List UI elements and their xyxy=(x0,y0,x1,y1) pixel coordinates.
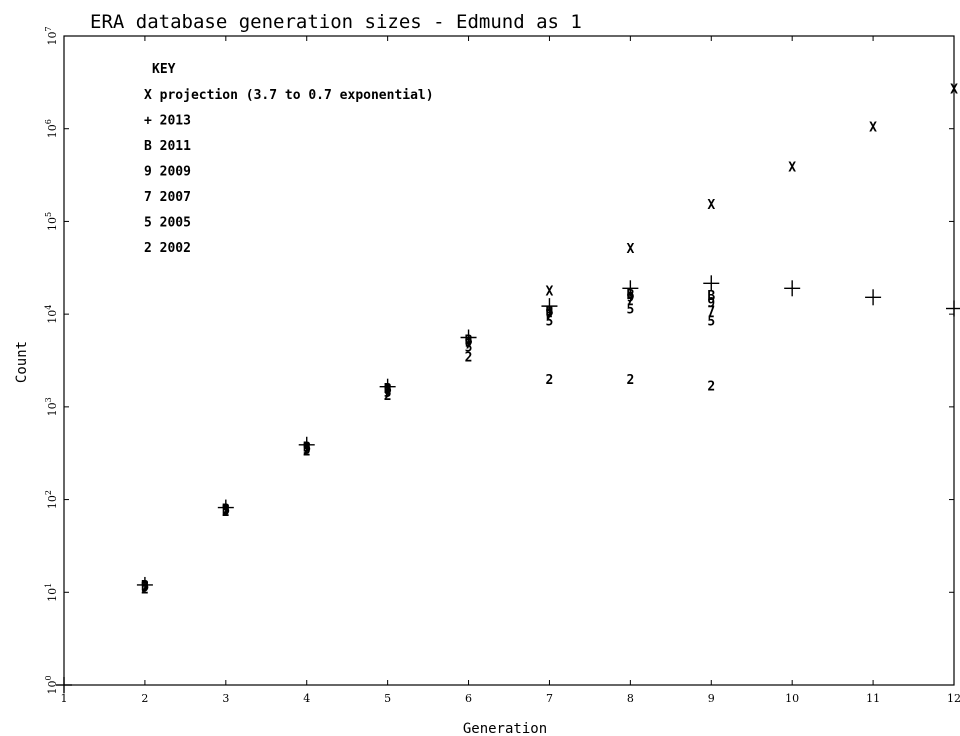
point-2011: B xyxy=(222,503,230,518)
point-2011: B xyxy=(303,440,311,455)
point-2011: B xyxy=(546,304,554,319)
point-2009: 9 xyxy=(626,290,634,305)
point-2013 xyxy=(703,275,720,292)
legend-item: B 2011 xyxy=(144,139,191,154)
point-projection: X xyxy=(869,121,877,136)
legend-item: + 2013 xyxy=(144,114,191,129)
point-2005: 5 xyxy=(141,581,149,596)
point-2013 xyxy=(136,576,153,593)
point-projection: X xyxy=(950,83,958,98)
point-2005: 5 xyxy=(707,315,715,330)
point-2007: 7 xyxy=(303,442,311,457)
point-2007: 7 xyxy=(222,504,230,519)
y-tick-label: 103 xyxy=(44,397,59,416)
y-tick-label: 101 xyxy=(44,583,59,602)
point-2002: 2 xyxy=(222,505,230,520)
point-2007: 7 xyxy=(546,308,554,323)
point-2007: 7 xyxy=(384,385,392,400)
x-tick-label: 8 xyxy=(627,692,634,705)
point-2002: 2 xyxy=(546,373,554,388)
y-tick-label: 102 xyxy=(44,490,59,509)
x-tick-label: 12 xyxy=(947,692,960,705)
point-2013 xyxy=(622,280,639,297)
point-2007: 7 xyxy=(626,293,634,308)
legend-item: 2 2002 xyxy=(144,241,191,256)
x-tick-label: 11 xyxy=(866,692,880,705)
point-2002: 2 xyxy=(384,389,392,404)
point-2007: 7 xyxy=(465,338,473,353)
point-2007: 7 xyxy=(141,581,149,596)
x-tick-label: 9 xyxy=(708,692,715,705)
point-2011: B xyxy=(141,579,149,594)
point-2013 xyxy=(865,289,882,306)
point-projection: X xyxy=(546,284,554,299)
point-2011: B xyxy=(465,334,473,349)
point-2005: 5 xyxy=(303,443,311,458)
point-2011: B xyxy=(707,289,715,304)
x-tick-label: 1 xyxy=(61,692,68,705)
x-tick-label: 7 xyxy=(546,692,553,705)
point-2009: 9 xyxy=(707,296,715,311)
point-2002: 2 xyxy=(465,350,473,365)
point-2009: 9 xyxy=(141,579,149,594)
x-axis-label: Generation xyxy=(463,721,547,736)
point-2013 xyxy=(379,378,396,395)
x-axis: 1 2 3 4 5 6 7 8 9 10 11 12 xyxy=(61,36,960,705)
point-2013 xyxy=(298,436,315,453)
point-2005: 5 xyxy=(384,386,392,401)
plot-frame xyxy=(63,35,955,686)
point-2007: 7 xyxy=(707,304,715,319)
point-2011: B xyxy=(384,382,392,397)
y-tick-label: 106 xyxy=(44,119,59,138)
point-2009: 9 xyxy=(384,383,392,398)
point-2009: 9 xyxy=(465,335,473,350)
point-2005: 5 xyxy=(465,340,473,355)
chart-title: ERA database generation sizes - Edmund a… xyxy=(90,11,582,33)
legend-title: KEY xyxy=(152,62,176,77)
point-projection: X xyxy=(707,198,715,213)
y-tick-label: 100 xyxy=(44,675,59,694)
point-2002: 2 xyxy=(707,379,715,394)
legend-item: 5 2005 xyxy=(144,216,191,231)
point-2002: 2 xyxy=(303,444,311,459)
y-tick-label: 104 xyxy=(44,305,59,324)
point-2011: B xyxy=(626,288,634,303)
point-2005: 5 xyxy=(626,303,634,318)
point-2005: 5 xyxy=(222,504,230,519)
legend: KEY X projection (3.7 to 0.7 exponential… xyxy=(144,62,434,256)
point-2013 xyxy=(56,677,72,693)
legend-item: X projection (3.7 to 0.7 exponential) xyxy=(144,88,434,103)
x-tick-label: 5 xyxy=(384,692,391,705)
legend-item: 9 2009 xyxy=(144,165,191,180)
point-2013 xyxy=(460,329,477,346)
point-2005: 5 xyxy=(546,315,554,330)
point-2002: 2 xyxy=(626,373,634,388)
x-tick-label: 6 xyxy=(465,692,472,705)
y-tick-label: 105 xyxy=(44,212,59,231)
point-2002: 2 xyxy=(141,582,149,597)
x-tick-label: 10 xyxy=(785,692,799,705)
x-tick-label: 3 xyxy=(222,692,229,705)
point-2009: 9 xyxy=(222,503,230,518)
point-2013 xyxy=(217,499,234,516)
legend-item: 7 2007 xyxy=(144,190,191,205)
point-projection: X xyxy=(788,161,796,176)
point-2013 xyxy=(784,280,801,297)
x-tick-label: 4 xyxy=(303,692,310,705)
point-projection: X xyxy=(626,242,634,257)
y-tick-label: 107 xyxy=(44,26,59,45)
point-2013 xyxy=(946,300,960,317)
x-tick-label: 2 xyxy=(141,692,148,705)
point-2013 xyxy=(541,298,558,315)
point-2009: 9 xyxy=(303,441,311,456)
y-axis: 100 101 102 103 104 105 106 107 xyxy=(44,26,954,695)
y-axis-label: Count xyxy=(14,341,30,383)
point-2009: 9 xyxy=(546,306,554,321)
